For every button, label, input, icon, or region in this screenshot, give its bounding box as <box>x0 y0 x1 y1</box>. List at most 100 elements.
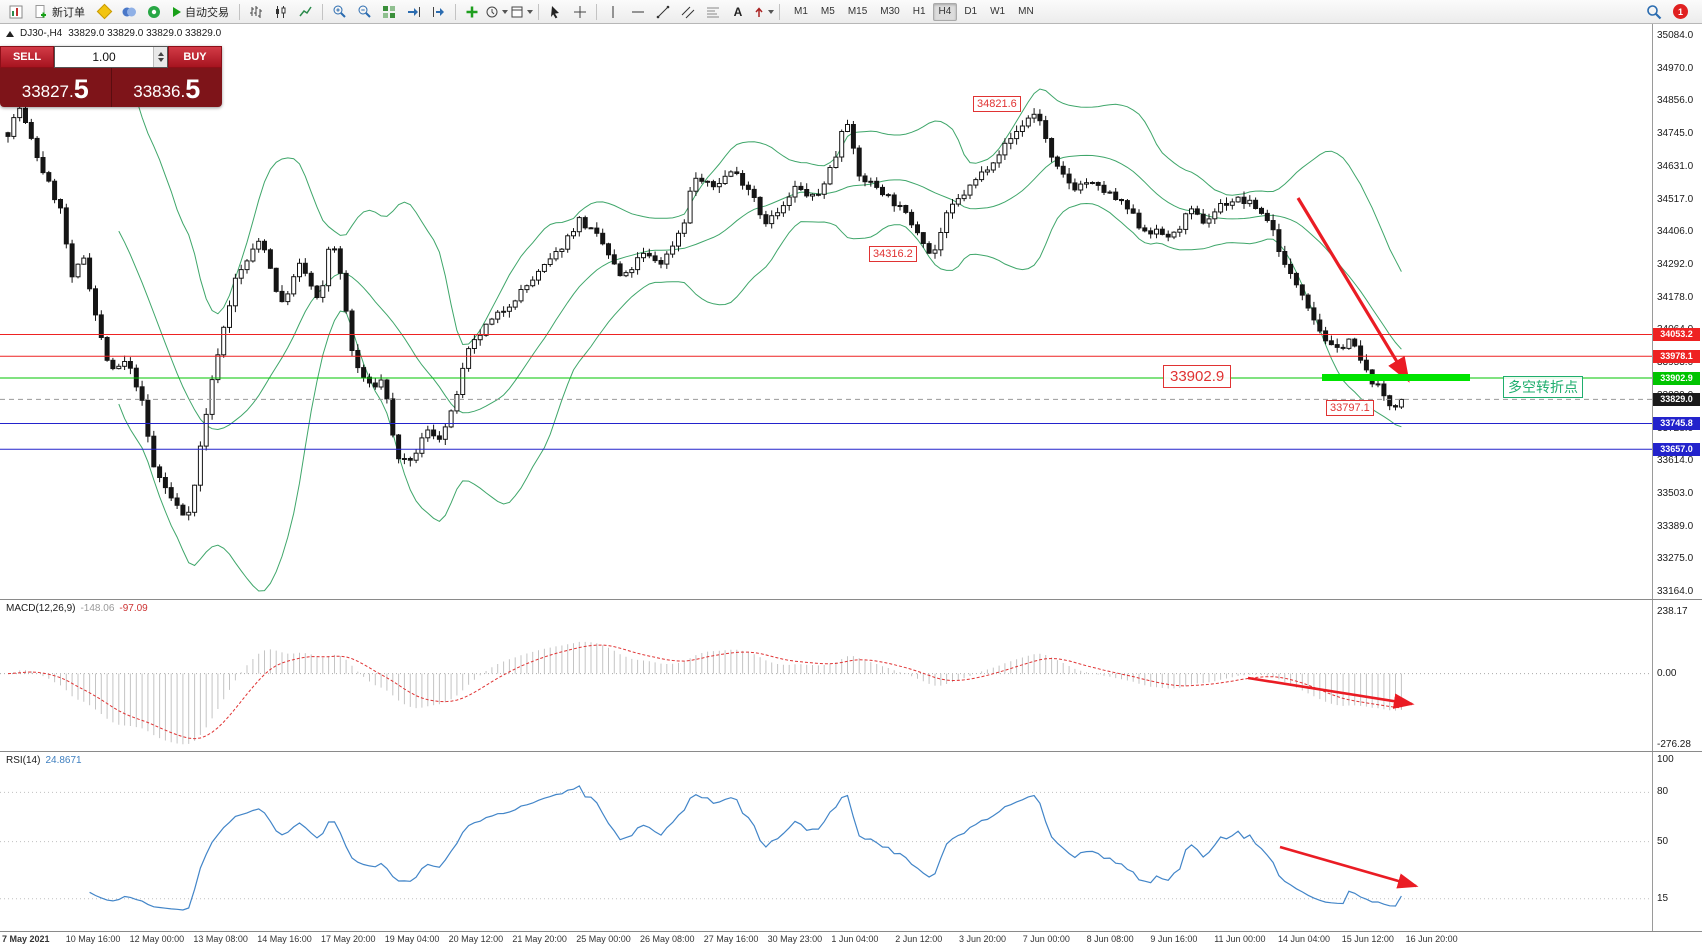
time-label: 7 May 2021 <box>2 934 50 944</box>
level-price-badge: 33978.1 <box>1653 349 1700 363</box>
panel-separator[interactable] <box>0 931 1702 932</box>
rsi-panel[interactable]: RSI(14) 24.8671 100 80 50 15 <box>0 752 1702 931</box>
toolbar-separator <box>779 3 780 20</box>
notification-badge[interactable]: 1 <box>1673 4 1688 19</box>
candlestick-chart-icon[interactable] <box>269 1 293 23</box>
text-tool-icon[interactable]: A <box>733 4 743 19</box>
economic-calendar-icon[interactable] <box>142 1 166 23</box>
price-tick: 34631.0 <box>1657 160 1694 172</box>
cursor-icon[interactable] <box>543 1 567 23</box>
toolbar-separator <box>538 3 539 20</box>
one-click-trading-panel: SELL 1.00 BUY 33827. 5 33836. 5 <box>0 46 222 107</box>
time-label: 20 May 12:00 <box>448 934 504 944</box>
time-label: 25 May 00:00 <box>576 934 631 944</box>
price-tag-low[interactable]: 33797.1 <box>1326 400 1374 416</box>
volume-field[interactable]: 1.00 <box>54 46 168 68</box>
templates-icon[interactable] <box>510 1 534 23</box>
timeframe-buttons: M1 M5 M15 M30 H1 H4 D1 W1 MN <box>788 2 1040 21</box>
panel-separator[interactable] <box>0 599 1702 600</box>
timeframe-h4[interactable]: H4 <box>932 2 958 21</box>
volume-increase-icon[interactable] <box>157 52 164 56</box>
trendline-tool-icon[interactable] <box>651 1 675 23</box>
timeframe-mn[interactable]: MN <box>1018 5 1034 17</box>
new-order-icon <box>35 5 46 18</box>
price-scale-border[interactable] <box>1652 24 1653 932</box>
timeframe-d1[interactable]: D1 <box>964 5 978 17</box>
time-label: 16 Jun 20:00 <box>1405 934 1458 944</box>
price-tick: 34178.0 <box>1657 291 1694 303</box>
volume-decrease-icon[interactable] <box>157 58 164 62</box>
chart-header: DJ30-,H4 33829.0 33829.0 33829.0 33829.0 <box>6 28 221 39</box>
toolbar-separator <box>322 3 323 20</box>
price-tick: 33503.0 <box>1657 487 1694 499</box>
timeframe-m1[interactable]: M1 <box>794 5 808 17</box>
current-price-badge: 33829.0 <box>1653 392 1700 406</box>
time-label: 30 May 23:00 <box>767 934 823 944</box>
time-label: 10 May 16:00 <box>65 934 121 944</box>
price-tag-high[interactable]: 34821.6 <box>973 96 1021 112</box>
price-tick: 33164.0 <box>1657 586 1694 597</box>
turning-point-note[interactable]: 多空转折点 <box>1503 376 1583 398</box>
timeframe-m30[interactable]: M30 <box>880 5 900 17</box>
main-chart-panel[interactable]: 35084.0 34970.0 34856.0 34745.0 34631.0 34517… <box>0 24 1702 599</box>
bar-chart-icon[interactable] <box>244 1 268 23</box>
price-tag-level[interactable]: 33902.9 <box>1163 365 1232 388</box>
toolbar: 新订单 自动交易 <box>0 0 1702 24</box>
periods-icon[interactable] <box>485 1 509 23</box>
line-chart-icon[interactable] <box>294 1 318 23</box>
collapse-marker-icon[interactable] <box>6 30 14 37</box>
buy-price[interactable]: 33836. 5 <box>133 74 201 104</box>
dropdown-caret-icon <box>502 9 508 14</box>
panel-separator[interactable] <box>0 751 1702 752</box>
level-price-badge: 33902.9 <box>1653 371 1700 385</box>
price-tick: 34292.0 <box>1657 258 1694 270</box>
price-tick: 33275.0 <box>1657 553 1694 565</box>
auto-scroll-icon[interactable] <box>402 1 426 23</box>
time-label: 12 May 00:00 <box>129 934 185 944</box>
autotrading-play-icon <box>173 6 181 17</box>
macd-panel[interactable]: MACD(12,26,9) -148.06 -97.09 238.17 0.00 -27… <box>0 600 1702 751</box>
zoom-out-icon[interactable] <box>352 1 376 23</box>
timeframe-h1[interactable]: H1 <box>912 5 926 17</box>
metaeditor-icon[interactable] <box>92 1 116 23</box>
timeframe-m15[interactable]: M15 <box>847 5 868 17</box>
timeframe-w1[interactable]: W1 <box>990 5 1006 17</box>
sell-button[interactable]: SELL <box>0 46 54 68</box>
horizontal-line-tool-icon[interactable] <box>626 1 650 23</box>
turning-point-highlight[interactable] <box>1322 374 1470 381</box>
price-tick: 34856.0 <box>1657 95 1694 107</box>
dropdown-caret-icon <box>768 9 774 14</box>
market-watch-icon[interactable] <box>117 1 141 23</box>
rsi-tick: 50 <box>1657 835 1669 847</box>
time-label: 21 May 20:00 <box>512 934 567 944</box>
equidistant-channel-tool-icon[interactable] <box>676 1 700 23</box>
time-label: 3 Jun 20:00 <box>959 934 1007 944</box>
crosshair-icon[interactable] <box>568 1 592 23</box>
indicators-icon[interactable] <box>460 1 484 23</box>
volume-spinner[interactable] <box>153 47 167 67</box>
autotrading-label: 自动交易 <box>185 6 229 19</box>
symbol-period-label: DJ30-,H4 <box>20 28 63 39</box>
price-tick: 34517.0 <box>1657 193 1694 205</box>
sell-price[interactable]: 33827. 5 <box>21 74 89 104</box>
chart-window-icon[interactable] <box>4 1 28 23</box>
time-axis[interactable]: 7 May 2021 10 May 16:00 12 May 00:00 13 May… <box>0 932 1702 948</box>
search-icon[interactable] <box>1642 1 1666 23</box>
buy-button[interactable]: BUY <box>168 46 222 68</box>
vertical-line-tool-icon[interactable] <box>601 1 625 23</box>
tile-windows-icon[interactable] <box>377 1 401 23</box>
time-label: 14 May 16:00 <box>257 934 312 944</box>
fibonacci-tool-icon[interactable] <box>701 1 725 23</box>
new-order-button[interactable]: 新订单 <box>29 2 91 22</box>
timeframe-m5[interactable]: M5 <box>820 5 835 17</box>
chart-shift-icon[interactable] <box>427 1 451 23</box>
volume-value[interactable]: 1.00 <box>92 50 116 64</box>
price-tag-mid[interactable]: 34316.2 <box>869 246 917 262</box>
price-tick: 33614.0 <box>1657 455 1694 467</box>
rsi-label: RSI(14) 24.8671 <box>6 755 82 766</box>
arrows-tool-icon[interactable] <box>751 1 775 23</box>
zoom-in-icon[interactable] <box>327 1 351 23</box>
autotrading-button[interactable]: 自动交易 <box>167 2 235 22</box>
toolbar-separator <box>596 3 597 20</box>
time-label: 1 Jun 04:00 <box>831 934 879 944</box>
